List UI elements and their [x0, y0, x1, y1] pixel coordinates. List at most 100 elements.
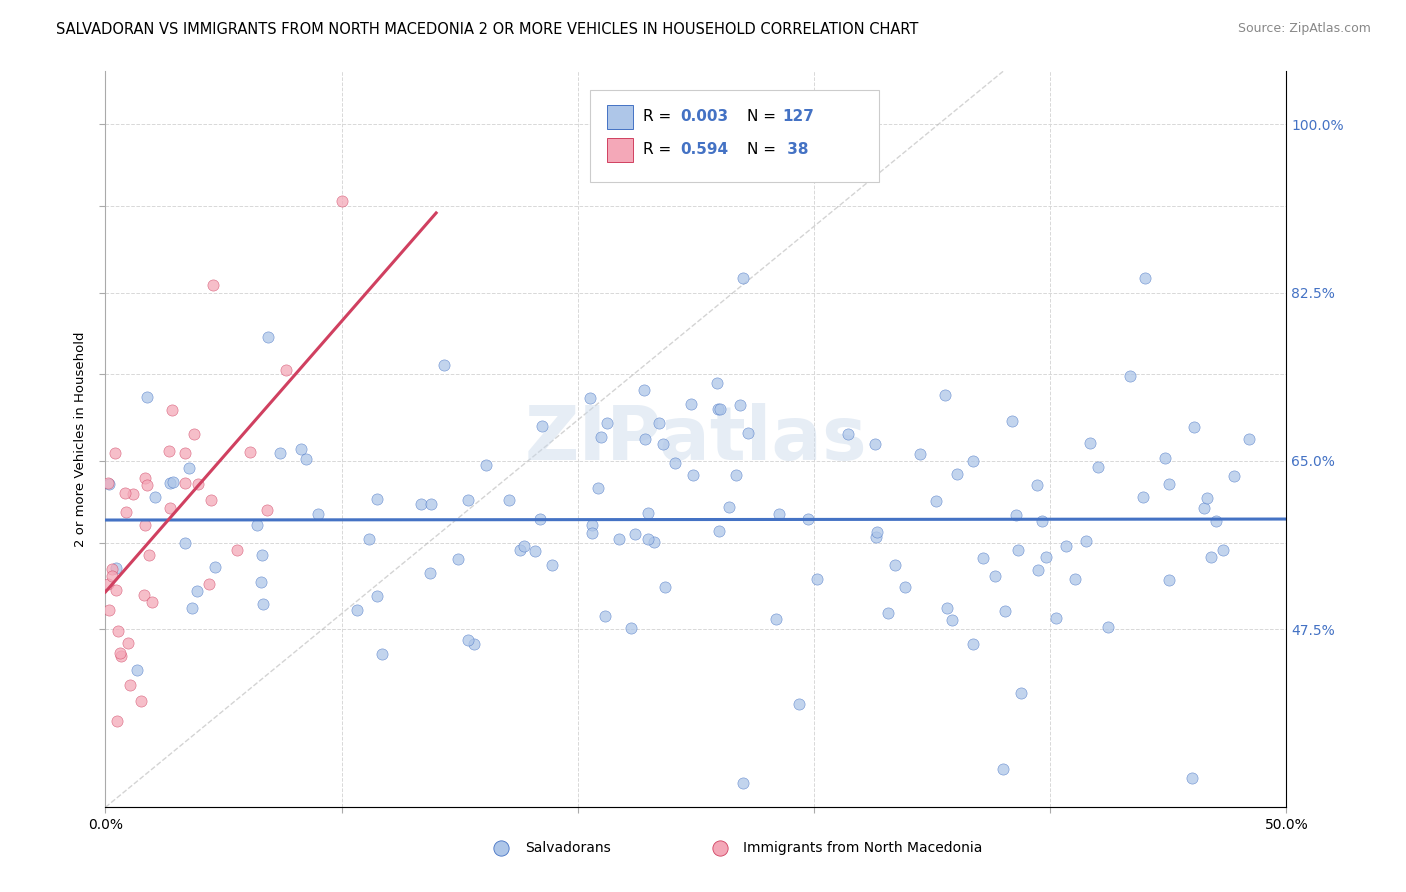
- Point: [1045, 611, 1067, 625]
- Point: [475, 458, 498, 473]
- Point: [104, 446, 127, 460]
- Point: [252, 548, 274, 562]
- Point: [664, 457, 686, 471]
- Text: 0.003: 0.003: [681, 109, 728, 124]
- Point: [578, 391, 600, 405]
- Point: [1223, 469, 1246, 483]
- Point: [160, 402, 183, 417]
- Point: [159, 500, 181, 515]
- Point: [1192, 500, 1215, 515]
- Y-axis label: 2 or more Vehicles in Household: 2 or more Vehicles in Household: [73, 332, 87, 547]
- Point: [97, 576, 120, 591]
- Point: [637, 506, 659, 520]
- Point: [709, 402, 731, 417]
- Point: [523, 544, 546, 558]
- Point: [457, 492, 479, 507]
- Point: [433, 359, 456, 373]
- Point: [1237, 433, 1260, 447]
- Point: [765, 612, 787, 626]
- Point: [531, 419, 554, 434]
- Point: [1159, 476, 1181, 491]
- Point: [136, 477, 159, 491]
- Point: [936, 600, 959, 615]
- Point: [141, 595, 163, 609]
- Point: [984, 568, 1007, 582]
- Point: [457, 633, 479, 648]
- Point: [101, 569, 124, 583]
- Point: [707, 524, 730, 538]
- Point: [994, 604, 1017, 618]
- Point: [101, 562, 124, 576]
- Point: [97, 603, 120, 617]
- Point: [806, 572, 828, 586]
- Point: [1026, 563, 1049, 577]
- Point: [174, 476, 197, 491]
- Point: [596, 416, 619, 430]
- Point: [733, 776, 755, 790]
- Point: [1157, 573, 1180, 587]
- Text: N =: N =: [747, 109, 780, 124]
- Point: [463, 637, 485, 651]
- Point: [246, 517, 269, 532]
- Point: [114, 486, 136, 500]
- Point: [107, 624, 129, 639]
- Point: [134, 471, 156, 485]
- Text: R =: R =: [643, 109, 676, 124]
- Point: [682, 468, 704, 483]
- Point: [186, 584, 208, 599]
- Point: [737, 425, 759, 440]
- Point: [866, 525, 889, 540]
- Point: [884, 558, 907, 572]
- Point: [946, 467, 969, 482]
- Point: [1087, 459, 1109, 474]
- Point: [183, 427, 205, 442]
- Point: [307, 507, 329, 521]
- Point: [269, 446, 291, 460]
- Point: [173, 535, 195, 549]
- Point: [1054, 539, 1077, 553]
- Point: [637, 532, 659, 546]
- Point: [706, 376, 728, 391]
- Point: [115, 505, 138, 519]
- Text: ZIPatlas: ZIPatlas: [524, 403, 868, 475]
- Point: [877, 606, 900, 620]
- Bar: [607, 105, 633, 128]
- Point: [1132, 490, 1154, 504]
- Point: [972, 551, 994, 566]
- Point: [589, 430, 612, 444]
- Point: [991, 762, 1014, 776]
- Point: [620, 621, 643, 635]
- Point: [239, 444, 262, 458]
- Point: [419, 566, 441, 581]
- Point: [256, 502, 278, 516]
- Point: [249, 575, 271, 590]
- Point: [1001, 414, 1024, 428]
- Point: [733, 271, 755, 285]
- Point: [1074, 534, 1097, 549]
- Point: [581, 518, 603, 533]
- Text: 38: 38: [782, 142, 808, 157]
- Bar: [607, 138, 633, 161]
- Point: [1184, 420, 1206, 434]
- Point: [586, 482, 609, 496]
- Point: [1026, 477, 1049, 491]
- Point: [934, 388, 956, 402]
- Point: [718, 500, 741, 514]
- Point: [541, 558, 564, 572]
- Point: [652, 436, 675, 450]
- Text: SALVADORAN VS IMMIGRANTS FROM NORTH MACEDONIA 2 OR MORE VEHICLES IN HOUSEHOLD CO: SALVADORAN VS IMMIGRANTS FROM NORTH MACE…: [56, 22, 918, 37]
- Point: [1133, 271, 1156, 285]
- Point: [330, 194, 353, 209]
- Point: [513, 539, 536, 553]
- Point: [366, 491, 388, 506]
- Point: [1097, 620, 1119, 634]
- Point: [1063, 572, 1085, 586]
- Point: [837, 426, 859, 441]
- Point: [1010, 686, 1032, 700]
- Point: [97, 475, 120, 490]
- Point: [1035, 549, 1057, 564]
- Point: [1005, 508, 1028, 523]
- Point: [177, 460, 200, 475]
- Point: [159, 475, 181, 490]
- Point: [138, 548, 160, 562]
